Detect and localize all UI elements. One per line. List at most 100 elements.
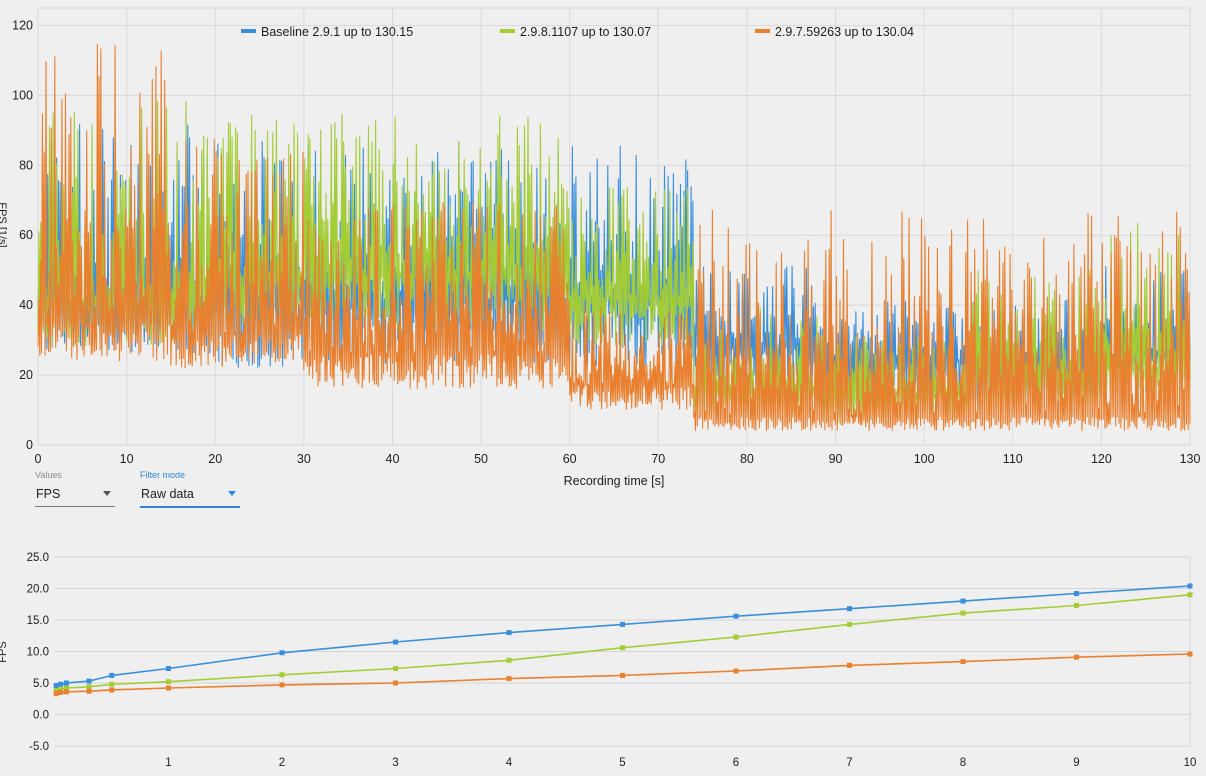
- data-point: [960, 610, 966, 616]
- legend-swatch: [500, 29, 515, 33]
- data-point: [620, 672, 625, 678]
- series-line: [37, 43, 1191, 432]
- x-tick-label: 60: [563, 452, 577, 466]
- x-tick-label: 120: [1091, 452, 1112, 466]
- data-point: [733, 613, 739, 619]
- x-tick-label: 5: [619, 757, 625, 769]
- x-tick-label: 10: [1184, 757, 1197, 769]
- legend-label: Baseline 2.9.1 up to 130.15: [261, 25, 413, 39]
- data-point: [1074, 591, 1079, 597]
- x-tick-label: 70: [651, 452, 665, 466]
- filter-mode-label: Filter mode: [140, 470, 186, 480]
- data-point: [960, 659, 966, 665]
- y-tick-label: 100: [12, 88, 33, 102]
- data-point: [1074, 603, 1079, 609]
- x-tick-label: 7: [846, 757, 852, 769]
- chevron-down-icon: [103, 491, 111, 496]
- data-point: [506, 657, 512, 663]
- data-point: [53, 691, 59, 697]
- x-tick-label: 100: [914, 452, 935, 466]
- data-point: [53, 683, 59, 689]
- y-tick-label: 40: [19, 298, 33, 312]
- data-point: [733, 634, 739, 640]
- x-tick-label: 50: [474, 452, 488, 466]
- data-point: [86, 688, 92, 694]
- bottom-axes: -5.0 0.0 5.0 10.0 15.0 20.0 25.0 1 2 3 4 5 6 7 8 9 10: [27, 552, 1197, 769]
- y-tick-label: 60: [19, 228, 33, 242]
- data-point: [166, 679, 171, 685]
- data-point: [86, 678, 92, 684]
- top-axes: 0 10 20 30 40 50 60 70 80 90 100 110 120 130 0 20 40 60 80…: [12, 18, 1200, 466]
- x-tick-label: 4: [506, 757, 513, 769]
- x-tick-label: 20: [208, 452, 222, 466]
- y-axis-label: FPS [1/s]: [0, 202, 8, 247]
- x-tick-label: 1: [165, 757, 171, 769]
- y-tick-label: 120: [12, 18, 33, 32]
- filter-mode-dropdown[interactable]: Filter mode Raw data: [140, 470, 240, 508]
- data-point: [960, 598, 966, 604]
- x-axis-label: Recording time [s]: [564, 474, 665, 488]
- x-tick-label: 6: [733, 757, 739, 769]
- values-dropdown[interactable]: Values FPS: [35, 470, 115, 507]
- data-point: [63, 680, 69, 686]
- bottom-series-lines: [53, 583, 1193, 697]
- y-tick-label: 5.0: [33, 678, 49, 690]
- values-selected-value: FPS: [36, 487, 61, 501]
- values-dropdown-label: Values: [35, 470, 62, 480]
- x-tick-label: 90: [829, 452, 843, 466]
- y-tick-label: -5.0: [29, 741, 49, 753]
- fps-time-chart: 0 10 20 30 40 50 60 70 80 90 100 110 120 130 0 20 40 60 80…: [0, 7, 1200, 488]
- x-tick-label: 0: [35, 452, 42, 466]
- legend[interactable]: Baseline 2.9.1 up to 130.15 2.9.8.1107 up…: [241, 25, 914, 39]
- y-tick-label: 15.0: [27, 615, 49, 627]
- legend-swatch: [755, 29, 770, 33]
- x-tick-label: 110: [1003, 452, 1023, 466]
- data-point: [58, 681, 64, 687]
- y-tick-label: 10.0: [27, 647, 49, 659]
- filter-mode-selected-value: Raw data: [141, 487, 194, 501]
- data-point: [506, 676, 512, 682]
- data-point: [53, 688, 59, 694]
- x-tick-label: 80: [740, 452, 754, 466]
- x-tick-label: 2: [279, 757, 285, 769]
- data-point: [393, 680, 398, 686]
- data-point: [166, 666, 171, 672]
- legend-label: 2.9.7.59263 up to 130.04: [775, 25, 914, 39]
- filter-mode-select[interactable]: Raw data: [140, 486, 240, 508]
- data-point: [1074, 654, 1079, 660]
- data-point: [166, 685, 171, 691]
- data-point: [109, 672, 115, 678]
- x-tick-label: 9: [1073, 757, 1079, 769]
- data-point: [279, 650, 285, 656]
- data-point: [86, 684, 92, 690]
- data-point: [58, 686, 64, 692]
- y-tick-label: 25.0: [27, 552, 49, 564]
- bottom-y-axis-label: FPS: [0, 641, 9, 662]
- top-series-lines: [37, 43, 1191, 432]
- y-tick-label: 20: [19, 368, 33, 382]
- y-tick-label: 0: [26, 438, 33, 452]
- legend-swatch: [241, 29, 256, 33]
- data-point: [109, 687, 115, 693]
- data-point: [1187, 592, 1193, 598]
- data-point: [620, 645, 625, 651]
- data-point: [279, 682, 285, 688]
- x-tick-label: 10: [120, 452, 134, 466]
- data-point: [733, 668, 739, 674]
- fps-percentile-chart: -5.0 0.0 5.0 10.0 15.0 20.0 25.0 1 2 3 4 5 6 7 8 9 10 FP…: [0, 552, 1197, 769]
- x-tick-label: 30: [297, 452, 311, 466]
- x-tick-label: 3: [392, 757, 398, 769]
- values-select[interactable]: FPS: [35, 486, 115, 507]
- y-tick-label: 0.0: [33, 710, 49, 722]
- y-tick-label: 80: [19, 158, 33, 172]
- data-point: [58, 689, 64, 695]
- data-point: [393, 639, 398, 645]
- y-tick-label: 20.0: [27, 584, 49, 596]
- data-point: [847, 662, 852, 668]
- x-tick-label: 40: [386, 452, 400, 466]
- chevron-down-icon: [228, 491, 236, 496]
- bottom-grid: [55, 556, 1191, 747]
- data-point: [63, 689, 69, 695]
- data-point: [506, 630, 512, 636]
- series-line: [55, 585, 1191, 687]
